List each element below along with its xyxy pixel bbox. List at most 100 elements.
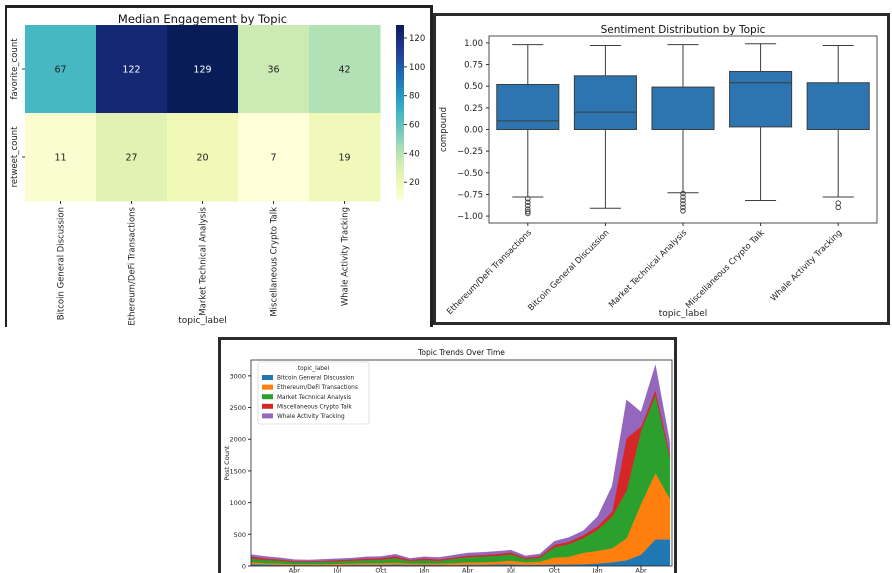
heatmap-cell <box>96 113 168 202</box>
colorbar-tick-label: 80 <box>409 92 420 102</box>
boxplot-ylabel: compound <box>439 107 449 152</box>
outlier-point <box>525 196 531 202</box>
area-series <box>251 365 671 562</box>
x-tick-label: Jul <box>506 567 515 573</box>
y-tick-label: −0.25 <box>457 147 483 157</box>
colorbar-tick-label: 20 <box>409 178 420 188</box>
x-tick-label: Market Technical Analysis <box>606 227 688 309</box>
legend-label: Market Technical Analysis <box>277 395 351 401</box>
boxplot-xlabel: topic_label <box>659 309 707 319</box>
legend-swatch <box>262 375 273 380</box>
heatmap-cell <box>167 25 239 114</box>
x-tick-label: Whale Activity Tracking <box>768 227 844 303</box>
heatmap-title: Median Engagement by Topic <box>118 12 287 26</box>
heatmap-chart: Median Engagement by Topic 67 122 129 36 42 11… <box>10 12 425 326</box>
x-tick-label: Jul <box>333 567 342 573</box>
colorbar-tick-label: 40 <box>409 149 420 159</box>
outlier-point <box>680 197 686 204</box>
heatmap-cell <box>167 113 239 202</box>
heatmap-cell <box>309 25 381 114</box>
heatmap-xlabel: topic_label <box>178 316 226 326</box>
outlier-point <box>680 204 686 211</box>
area-chart: Topic Trends Over Time 0 500 1000 1500 2000 25… <box>223 348 673 573</box>
outlier-point <box>680 190 686 197</box>
legend-swatch <box>262 394 273 400</box>
outlier-point <box>525 208 531 215</box>
boxplot-panel: Sentiment Distribution by Topic 1.00 0.75 0… <box>433 13 890 325</box>
y-tick-label: 2000 <box>229 436 246 444</box>
y-tick-label: −1.00 <box>457 212 483 222</box>
plot-frame <box>250 359 673 567</box>
row-label: favorite_count <box>10 38 20 100</box>
legend-box <box>257 361 370 425</box>
y-tick-label: 1000 <box>229 499 246 507</box>
x-tick-label: Bitcoin General Discussion <box>526 227 611 312</box>
column-label: Market Technical Analysis <box>199 206 209 315</box>
y-tick-label: 500 <box>234 531 246 539</box>
boxplot-title: Sentiment Distribution by Topic <box>601 24 766 36</box>
row-label: retweet_count <box>10 126 20 188</box>
outlier-point <box>680 208 686 214</box>
heatmap-panel: Median Engagement by Topic 67 122 129 36 42 11… <box>5 5 433 327</box>
x-tick-label: Jan <box>418 567 429 573</box>
y-tick-label: −0.50 <box>457 169 483 179</box>
x-tick-label: Jan <box>592 567 603 573</box>
legend-swatch <box>262 403 273 409</box>
box <box>496 83 560 131</box>
heatmap-cell-label: 20 <box>196 153 208 164</box>
legend-label: Whale Activity Tracking <box>277 414 345 420</box>
heatmap-cell-label: 27 <box>125 153 137 164</box>
heatmap-cell-label: 36 <box>267 65 279 76</box>
x-tick-label: Apr <box>289 567 301 573</box>
colorbar <box>396 25 404 201</box>
y-tick-label: 0.00 <box>464 126 483 136</box>
heatmap-cell-label: 129 <box>193 65 211 76</box>
area-title: Topic Trends Over Time <box>417 348 505 357</box>
outlier-point <box>835 204 841 211</box>
heatmap-cell <box>25 25 97 114</box>
box <box>651 86 715 130</box>
outlier-point <box>680 201 686 207</box>
heatmap-cell-label: 19 <box>338 153 350 164</box>
boxplot-chart: Sentiment Distribution by Topic 1.00 0.75 0… <box>439 24 878 319</box>
heatmap-cell-label: 67 <box>54 65 66 76</box>
y-tick-label: −0.75 <box>457 190 483 200</box>
y-tick-label: 3000 <box>229 372 246 380</box>
legend-swatch <box>262 413 273 419</box>
legend-label: Bitcoin General Discussion <box>277 376 355 382</box>
heatmap-cell-label: 7 <box>270 153 276 164</box>
x-tick-label: Apr <box>462 567 474 573</box>
outlier-point <box>525 210 531 217</box>
heatmap-cell <box>96 25 168 114</box>
x-tick-label: Apr <box>635 567 647 573</box>
y-tick-label: 0.25 <box>464 104 483 114</box>
area-panel: Topic Trends Over Time 0 500 1000 1500 2000 25… <box>218 337 677 573</box>
colorbar-tick-label: 60 <box>409 121 420 131</box>
box <box>806 82 870 130</box>
outlier-point <box>525 202 531 209</box>
column-label: Bitcoin General Discussion <box>57 207 67 320</box>
column-label: Whale Activity Tracking <box>341 207 351 306</box>
heatmap-cell <box>238 25 310 114</box>
outlier-point <box>525 199 531 205</box>
y-tick-label: 0 <box>242 563 246 571</box>
heatmap-cell-label: 122 <box>122 65 140 76</box>
column-label: Ethereum/DeFi Transactions <box>128 206 138 325</box>
legend-label: Miscellaneous Crypto Talk <box>277 404 352 410</box>
area-layers <box>251 365 671 566</box>
x-tick-label: Oct <box>375 567 387 573</box>
legend-label: Ethereum/DeFi Transactions <box>277 385 358 391</box>
heatmap-cell <box>238 113 310 202</box>
plot-frame <box>488 35 878 224</box>
legend-swatch <box>262 384 273 390</box>
y-tick-label: 1.00 <box>464 39 483 49</box>
y-tick-label: 0.75 <box>464 61 483 71</box>
x-tick-label: Oct <box>549 567 561 573</box>
box <box>573 75 637 130</box>
heatmap-cell <box>25 113 97 202</box>
y-tick-label: 0.50 <box>464 82 483 92</box>
colorbar-tick-label: 100 <box>409 63 425 73</box>
heatmap-cell <box>309 113 381 202</box>
heatmap-cell-label: 11 <box>54 153 66 164</box>
area-ylabel: Post Count <box>223 445 231 480</box>
